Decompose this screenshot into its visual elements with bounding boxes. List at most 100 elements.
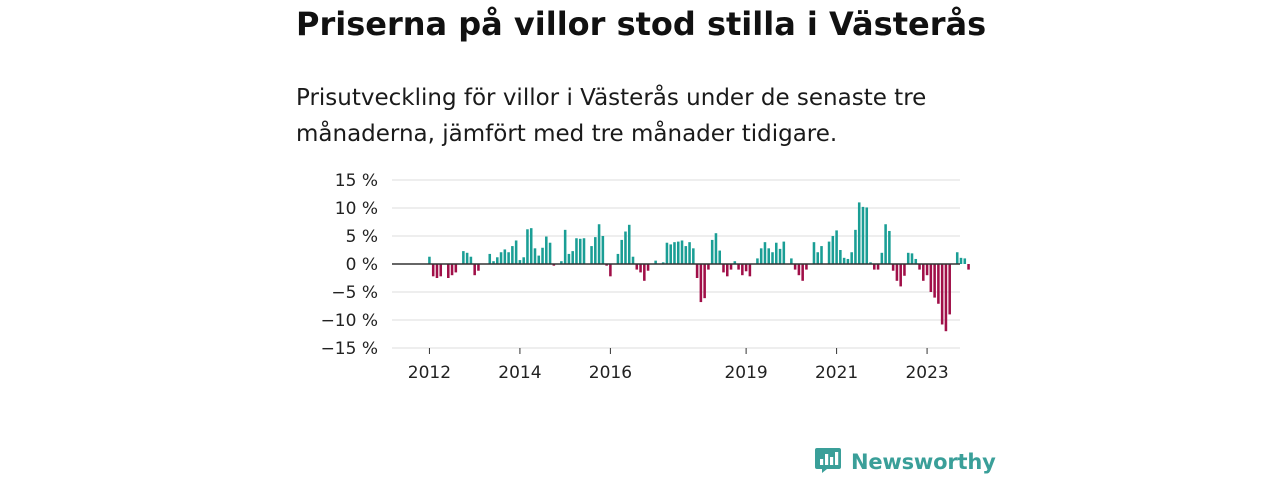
bar — [624, 231, 627, 264]
y-tick-label: −15 % — [321, 339, 378, 359]
bar — [447, 264, 450, 278]
bar — [922, 264, 925, 281]
bar — [782, 241, 786, 264]
axes: 15 % 10 % 5 % 0 % −5 % −10 % −15 % 2012 2014 2016… — [321, 171, 960, 383]
bar — [722, 264, 725, 273]
x-tick-label: 2016 — [589, 363, 632, 383]
bar — [692, 248, 695, 264]
bar — [763, 242, 767, 264]
bar — [940, 264, 944, 325]
bar — [439, 264, 443, 277]
bar — [496, 257, 499, 264]
bar — [959, 257, 963, 264]
bar — [578, 238, 582, 264]
bar — [963, 258, 967, 264]
bar — [775, 242, 778, 264]
bar — [488, 253, 492, 264]
y-tick-label: 0 % — [346, 255, 378, 275]
bar — [680, 240, 684, 264]
bar — [695, 264, 699, 278]
bar — [744, 264, 748, 272]
bar — [831, 236, 835, 264]
bar — [918, 264, 921, 270]
bar — [620, 239, 623, 264]
bar — [737, 264, 740, 270]
bar — [703, 264, 706, 299]
x-tick-label: 2021 — [815, 363, 858, 383]
bar — [435, 264, 439, 278]
bar — [944, 264, 948, 332]
bar — [605, 264, 608, 266]
bar — [477, 264, 480, 271]
bar — [816, 252, 820, 264]
bar — [514, 240, 518, 264]
bar-series — [428, 202, 970, 332]
bar — [563, 229, 567, 264]
bar — [646, 264, 650, 271]
bar — [511, 246, 514, 264]
bar — [635, 264, 639, 270]
bar — [967, 264, 970, 270]
bar — [548, 242, 552, 264]
bar — [929, 264, 933, 292]
bar — [469, 256, 473, 264]
bar — [948, 264, 951, 315]
bar — [842, 257, 846, 264]
bar — [937, 264, 940, 304]
bar — [895, 264, 899, 281]
bar — [473, 264, 476, 276]
bar — [560, 261, 563, 264]
bar — [684, 246, 688, 264]
bar — [673, 242, 676, 264]
bar — [616, 253, 620, 264]
bar — [778, 248, 782, 264]
bar — [899, 264, 902, 287]
bar — [955, 252, 959, 264]
bar — [850, 252, 853, 264]
bar — [910, 253, 914, 264]
bar — [718, 250, 721, 264]
bar — [741, 264, 744, 276]
bar — [529, 228, 533, 264]
bar — [725, 264, 729, 277]
chart-subtitle: Prisutveckling för villor i Västerås und… — [296, 85, 927, 147]
bar — [906, 252, 910, 264]
bar — [503, 249, 507, 264]
bar — [545, 236, 548, 264]
bar — [771, 252, 774, 264]
x-tick-label: 2023 — [905, 363, 948, 383]
bar — [688, 242, 691, 264]
bar — [707, 264, 710, 270]
bar — [492, 261, 495, 264]
y-tick-label: 15 % — [335, 171, 378, 191]
y-tick-label: 10 % — [335, 199, 378, 219]
bar — [759, 248, 763, 264]
bar — [846, 258, 850, 264]
bar — [450, 264, 454, 276]
bar-chart-speech-bubble-icon — [814, 446, 842, 478]
bar — [805, 264, 808, 270]
bar — [729, 264, 733, 270]
bar — [835, 230, 838, 264]
bar — [793, 264, 797, 270]
bar — [914, 258, 918, 264]
bar — [582, 238, 586, 264]
bar — [873, 264, 876, 270]
bar — [571, 251, 574, 264]
bar — [639, 264, 642, 273]
bar — [597, 224, 601, 264]
brand-name: Newsworthy — [851, 450, 996, 474]
bar — [522, 257, 525, 264]
bar — [669, 244, 672, 264]
bar — [661, 262, 665, 264]
bar — [861, 206, 865, 264]
bar — [933, 264, 936, 298]
bar — [820, 246, 823, 264]
y-tick-label: −5 % — [331, 283, 378, 303]
bar — [537, 255, 541, 264]
bar — [454, 264, 458, 273]
bar — [654, 260, 657, 264]
bar — [665, 242, 669, 264]
bar — [812, 242, 816, 264]
bar — [594, 237, 597, 264]
